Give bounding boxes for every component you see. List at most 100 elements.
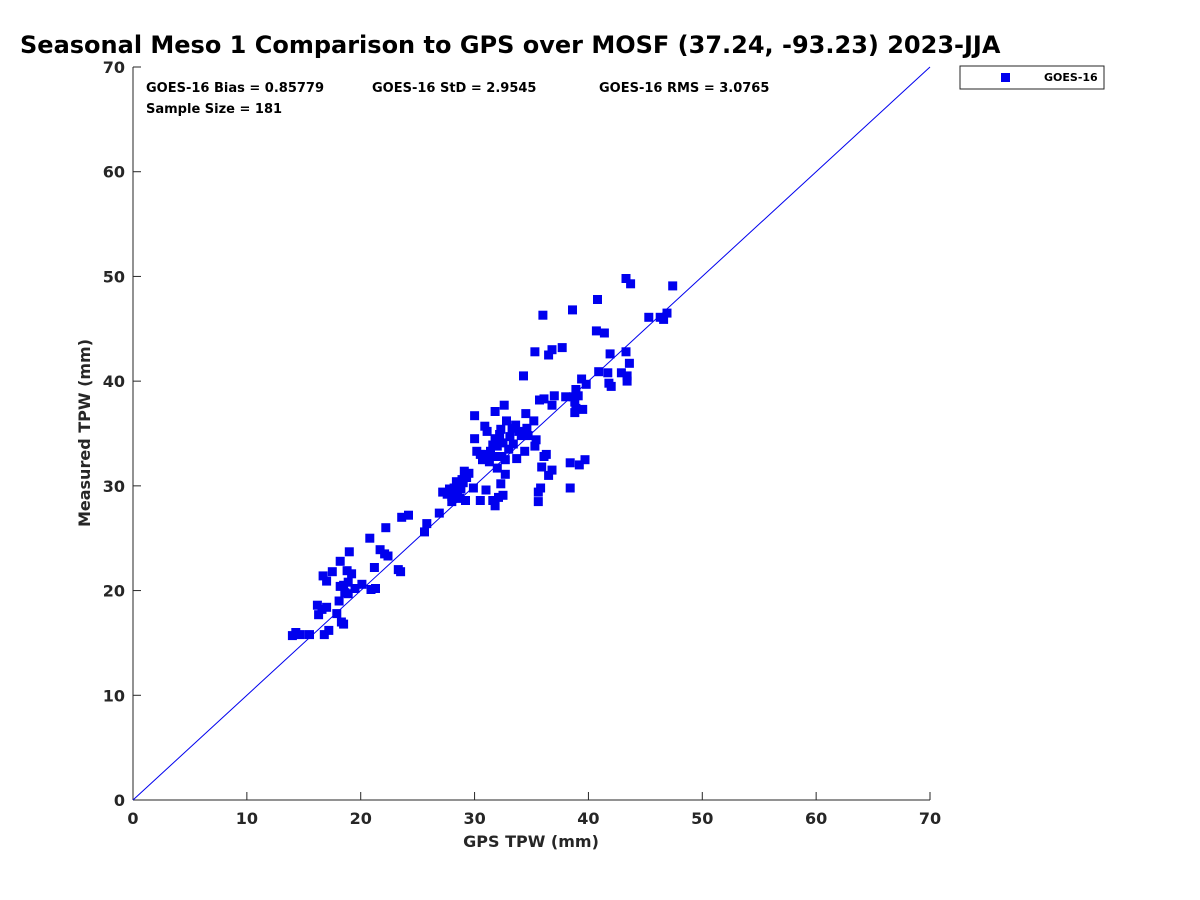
- data-point: [461, 496, 470, 505]
- x-axis-label: GPS TPW (mm): [463, 832, 599, 851]
- data-point: [324, 625, 334, 635]
- x-tick-label: 30: [463, 809, 485, 828]
- data-point: [547, 345, 557, 355]
- data-point: [508, 439, 518, 449]
- data-point: [464, 468, 474, 478]
- data-point: [565, 458, 575, 468]
- data-point: [381, 523, 391, 533]
- data-point: [561, 392, 571, 402]
- data-point: [478, 455, 487, 465]
- data-point: [422, 519, 432, 529]
- y-tick-label: 70: [103, 58, 125, 77]
- data-point: [662, 308, 672, 318]
- data-point: [482, 426, 492, 436]
- data-point: [488, 496, 498, 505]
- data-point: [334, 596, 344, 606]
- data-point: [603, 368, 613, 378]
- data-point: [621, 274, 631, 283]
- data-point: [547, 465, 557, 475]
- data-point: [502, 416, 511, 426]
- stat-sample-size: Sample Size = 181: [146, 102, 282, 117]
- data-point: [339, 619, 349, 629]
- data-point: [470, 411, 480, 421]
- data-point: [344, 547, 354, 557]
- data-point: [568, 305, 577, 315]
- data-point: [343, 577, 353, 587]
- data-point: [484, 457, 494, 467]
- data-point: [500, 455, 510, 465]
- data-point: [622, 371, 632, 381]
- data-point: [481, 485, 491, 495]
- data-point: [318, 571, 328, 581]
- data-point: [512, 454, 522, 464]
- data-point: [447, 497, 457, 507]
- legend: GOES-16: [959, 65, 1105, 90]
- data-point: [369, 563, 379, 572]
- y-axis-label: Measured TPW (mm): [75, 339, 94, 527]
- data-point: [537, 462, 547, 472]
- data-point: [544, 470, 554, 480]
- data-point: [622, 376, 632, 386]
- data-point: [495, 430, 505, 439]
- data-point: [322, 602, 332, 612]
- data-point: [516, 431, 526, 441]
- data-point: [581, 379, 591, 389]
- y-tick-label: 0: [114, 791, 125, 810]
- data-point: [621, 347, 631, 357]
- data-point: [533, 497, 543, 507]
- data-point: [571, 385, 581, 394]
- data-point: [295, 630, 305, 640]
- data-point: [504, 444, 514, 454]
- data-point: [492, 463, 502, 473]
- legend-marker: [1001, 73, 1010, 82]
- data-point: [511, 420, 521, 430]
- data-point: [536, 483, 546, 493]
- data-point: [492, 441, 502, 451]
- data-point: [371, 584, 380, 593]
- data-point: [594, 367, 604, 377]
- data-point: [496, 424, 506, 434]
- stat-rms: GOES-16 RMS = 3.0765: [599, 81, 769, 96]
- data-point: [445, 484, 454, 494]
- data-point: [496, 479, 506, 489]
- axis-ticks: 0 10 20 30 40 50 60 70 0 10 20 30 40 50 60 70: [103, 58, 941, 828]
- data-point: [644, 312, 654, 322]
- data-point: [530, 441, 540, 451]
- data-point: [291, 628, 301, 637]
- data-point: [529, 416, 539, 426]
- data-point: [544, 350, 554, 360]
- data-point: [475, 496, 485, 505]
- data-point: [573, 391, 583, 401]
- x-tick-label: 70: [919, 809, 941, 828]
- data-point: [490, 407, 500, 416]
- data-point: [541, 449, 551, 459]
- data-point: [447, 491, 457, 501]
- data-point: [599, 328, 609, 338]
- x-tick-label: 0: [127, 809, 138, 828]
- y-tick-label: 60: [103, 163, 125, 182]
- data-point: [357, 579, 367, 589]
- x-tick-label: 20: [350, 809, 372, 828]
- data-point: [574, 460, 584, 470]
- data-points: [287, 274, 678, 641]
- data-point: [490, 501, 500, 511]
- y-tick-label: 30: [103, 477, 125, 496]
- data-point: [522, 423, 532, 433]
- data-point: [498, 438, 508, 448]
- data-point: [327, 567, 337, 577]
- data-point: [396, 567, 406, 577]
- data-point: [605, 349, 615, 359]
- data-point: [322, 576, 332, 586]
- data-point: [312, 600, 322, 610]
- data-point: [523, 431, 533, 441]
- data-point: [591, 326, 601, 336]
- data-point: [505, 432, 515, 442]
- x-tick-label: 40: [577, 809, 599, 828]
- data-point: [498, 490, 508, 500]
- data-point: [499, 400, 509, 410]
- data-point: [455, 493, 465, 503]
- data-point: [442, 489, 452, 499]
- data-point: [668, 281, 678, 291]
- data-point: [456, 484, 466, 494]
